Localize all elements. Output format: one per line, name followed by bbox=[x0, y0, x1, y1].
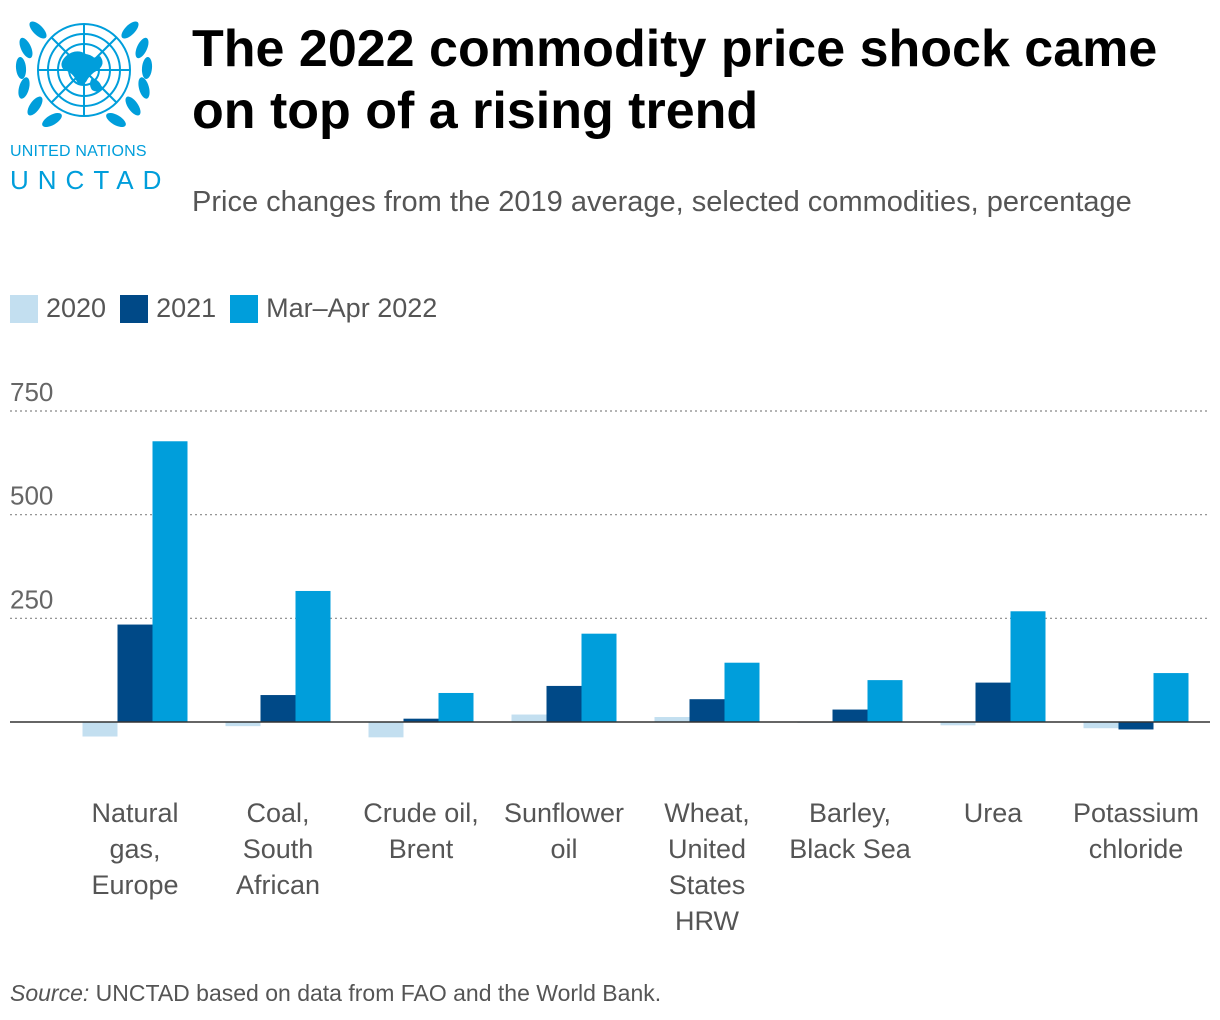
x-category-label-line: HRW bbox=[675, 906, 740, 936]
x-category-label-line: States bbox=[669, 870, 746, 900]
bar-2021-4 bbox=[689, 699, 725, 722]
legend-item-2020: 2020 bbox=[10, 293, 106, 324]
x-category-label-line: Brent bbox=[389, 834, 454, 864]
logo-org-name: UNITED NATIONS bbox=[10, 143, 147, 160]
bar-mar-apr-2022-7 bbox=[1153, 673, 1189, 722]
legend-swatch-2021 bbox=[120, 294, 149, 323]
bar-2020-3 bbox=[511, 714, 547, 722]
source-text: UNCTAD based on data from FAO and the Wo… bbox=[89, 980, 662, 1006]
bar-mar-apr-2022-5 bbox=[867, 680, 903, 722]
un-emblem-icon bbox=[15, 21, 153, 127]
x-category-label-1: Coal, South African bbox=[236, 798, 320, 900]
x-category-label-line: Barley, bbox=[809, 798, 891, 828]
un-emblem-logo bbox=[8, 8, 160, 192]
bar-2020-4 bbox=[654, 717, 690, 722]
x-category-label-5: Barley, Black Sea bbox=[789, 798, 912, 864]
x-category-label-2: Crude oil, Brent bbox=[363, 798, 479, 864]
y-tick-label-750: 750 bbox=[10, 377, 53, 407]
x-category-label-line: oil bbox=[550, 834, 577, 864]
bar-2021-3 bbox=[546, 685, 582, 722]
legend-label-2021: 2021 bbox=[156, 293, 217, 323]
bar-mar-apr-2022-6 bbox=[1010, 611, 1046, 722]
x-category-label-line: gas, bbox=[109, 834, 160, 864]
bar-mar-apr-2022-0 bbox=[152, 441, 188, 722]
source-note: Source: UNCTAD based on data from FAO an… bbox=[10, 980, 661, 1007]
x-category-label-3: Sunflower oil bbox=[504, 798, 624, 864]
x-category-label-line: Wheat, bbox=[664, 798, 750, 828]
legend-swatch-mar-apr-2022 bbox=[230, 294, 259, 323]
legend-item-2021: 2021 bbox=[120, 293, 216, 324]
chart-title: The 2022 commodity price shock came on t… bbox=[192, 20, 1158, 140]
bar-2021-0 bbox=[117, 624, 153, 722]
x-category-label-line: Crude oil, bbox=[363, 798, 479, 828]
x-category-label-line: United bbox=[668, 834, 746, 864]
bar-mar-apr-2022-2 bbox=[438, 692, 474, 722]
x-category-label-line: Black Sea bbox=[789, 834, 912, 864]
x-category-label-line: Potassium bbox=[1073, 798, 1199, 828]
x-category-label-7: Potassium chloride bbox=[1073, 798, 1199, 864]
source-label: Source: bbox=[10, 980, 90, 1006]
bar-chart: 750 500 250 Natural gas, Europe Coal, South Afri… bbox=[0, 360, 1220, 960]
bar-2021-5 bbox=[832, 709, 868, 722]
x-category-label-6: Urea bbox=[964, 798, 1024, 828]
legend-label-mar-apr-2022: Mar–Apr 2022 bbox=[266, 293, 438, 323]
y-tick-label-250: 250 bbox=[10, 584, 53, 614]
bar-2020-1 bbox=[225, 722, 261, 727]
y-tick-label-500: 500 bbox=[10, 481, 53, 511]
bar-mar-apr-2022-1 bbox=[295, 590, 331, 722]
x-category-label-0: Natural gas, Europe bbox=[91, 798, 178, 900]
bar-mar-apr-2022-3 bbox=[581, 633, 617, 722]
x-category-label-line: Natural bbox=[91, 798, 178, 828]
x-category-label-4: Wheat, United States HRW bbox=[664, 798, 750, 936]
bar-2020-0 bbox=[82, 722, 118, 737]
bar-2020-2 bbox=[368, 722, 404, 738]
x-category-label-line: Coal, bbox=[246, 798, 309, 828]
x-category-label-line: chloride bbox=[1089, 834, 1184, 864]
x-category-label-line: Urea bbox=[964, 798, 1024, 828]
legend-item-mar-apr-2022: Mar–Apr 2022 bbox=[230, 293, 437, 324]
chart-legend: 2020 2021 Mar–Apr 2022 bbox=[10, 293, 451, 324]
x-category-label-line: African bbox=[236, 870, 320, 900]
x-category-label-line: Sunflower bbox=[504, 798, 624, 828]
x-category-label-line: Europe bbox=[91, 870, 178, 900]
chart-subtitle: Price changes from the 2019 average, sel… bbox=[192, 186, 1132, 218]
bar-2021-1 bbox=[260, 695, 296, 722]
legend-label-2020: 2020 bbox=[46, 293, 107, 323]
bar-2021-6 bbox=[975, 682, 1011, 722]
bar-2020-7 bbox=[1083, 722, 1119, 729]
logo-unctad-text: UNCTAD bbox=[10, 165, 171, 195]
bar-2020-6 bbox=[940, 722, 976, 726]
bar-2021-2 bbox=[403, 718, 439, 722]
bar-chart-svg: 750 500 250 Natural gas, Europe Coal, South Afri… bbox=[10, 377, 1210, 936]
bar-mar-apr-2022-4 bbox=[724, 662, 760, 722]
legend-swatch-2020 bbox=[10, 294, 38, 323]
x-category-label-line: South bbox=[243, 834, 314, 864]
bar-2021-7 bbox=[1118, 722, 1154, 730]
